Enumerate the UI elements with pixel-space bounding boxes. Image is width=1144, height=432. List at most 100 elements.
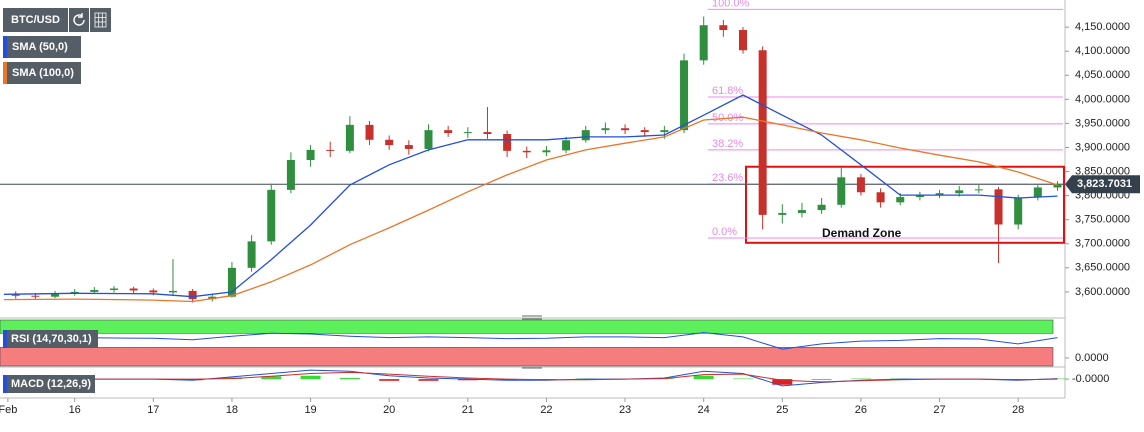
candle-body — [876, 192, 885, 203]
divider-handle[interactable] — [522, 315, 542, 320]
candle-body — [935, 193, 944, 196]
candle-body — [306, 149, 315, 160]
macd-bar — [339, 378, 360, 380]
y-tick-label: 4,050.0000 — [1075, 69, 1130, 81]
candle-body — [444, 130, 453, 134]
candle-body — [955, 190, 964, 194]
grid-icon — [94, 12, 107, 28]
sma-line — [3, 94, 1058, 298]
candle-body — [90, 289, 99, 292]
indicator-box[interactable] — [3, 330, 98, 348]
candle-body — [11, 294, 20, 296]
candle-body — [345, 124, 354, 151]
sma-line — [3, 116, 1058, 303]
macd-bar — [261, 376, 282, 380]
legend-swatch — [3, 62, 7, 84]
zone-label: Demand Zone — [822, 226, 902, 240]
candle-body — [503, 134, 512, 151]
x-tick-label: 18 — [226, 404, 238, 416]
candle-body — [562, 140, 571, 151]
macd-bar — [850, 378, 871, 380]
x-tick-label: 17 — [147, 404, 159, 416]
rsi-line — [3, 332, 1058, 350]
rsi-band — [0, 319, 1054, 334]
fib-label: 38.2% — [712, 138, 743, 150]
candle-body — [837, 177, 846, 205]
y-tick-label: 3,850.0000 — [1075, 165, 1130, 177]
candle-body — [758, 50, 767, 215]
x-tick-label: 20 — [383, 404, 395, 416]
indicator-swatch — [3, 330, 7, 348]
candle-body — [797, 210, 806, 213]
y-tick-label: 3,750.0000 — [1075, 214, 1130, 226]
macd-bar — [379, 379, 400, 381]
x-tick-label: Feb — [0, 404, 17, 416]
grid-button[interactable] — [90, 8, 111, 32]
macd-bar — [811, 379, 832, 380]
indicator-label: MACD (12,26,9) — [11, 378, 91, 390]
legend-label: SMA (100,0) — [12, 67, 74, 79]
candle-body — [738, 30, 747, 51]
candle-body — [208, 296, 217, 300]
macd-bar — [497, 379, 518, 381]
macd-bar — [772, 379, 793, 385]
last-price-label: 3,823.7031 — [1077, 178, 1132, 190]
x-tick-label: 16 — [69, 404, 81, 416]
candle-body — [699, 25, 708, 61]
candle-body — [404, 145, 413, 149]
last-price-box — [1065, 175, 1140, 194]
y-tick-label: 4,100.0000 — [1075, 45, 1130, 57]
symbol-box[interactable] — [3, 8, 68, 32]
legend-box[interactable] — [3, 36, 81, 58]
indicator-box[interactable] — [3, 375, 95, 393]
candle-body — [601, 128, 610, 131]
candle-body — [110, 288, 119, 290]
y-tick-label: 3,900.0000 — [1075, 141, 1130, 153]
candle-body — [168, 290, 177, 293]
y-tick-label: 3,700.0000 — [1075, 238, 1130, 250]
candle-body — [1014, 197, 1023, 225]
y-tick-label: 4,150.0000 — [1075, 21, 1130, 33]
y-tick-label: 3,600.0000 — [1075, 286, 1130, 298]
rsi-band — [0, 347, 1054, 367]
candle-body — [915, 195, 924, 198]
indicator-swatch — [3, 375, 7, 393]
candle-body — [483, 132, 492, 135]
signal-line — [3, 371, 1058, 383]
x-tick-label: 27 — [933, 404, 945, 416]
candle-body — [188, 290, 197, 300]
candle-body — [974, 189, 983, 191]
candle-body — [660, 130, 669, 133]
macd-bar — [693, 375, 714, 380]
x-tick-label: 28 — [1012, 404, 1024, 416]
x-tick-label: 24 — [698, 404, 710, 416]
fib-label: 0.0% — [712, 226, 737, 238]
demand-zone — [745, 165, 1065, 244]
candle-body — [365, 124, 374, 140]
x-tick-label: 19 — [304, 404, 316, 416]
legend-label: SMA (50,0) — [12, 41, 68, 53]
x-tick-label: 23 — [619, 404, 631, 416]
candle-body — [1033, 187, 1042, 198]
blank-patch — [10, 265, 130, 290]
candle-body — [856, 177, 865, 193]
candle-body — [680, 60, 689, 131]
x-tick-label: 26 — [855, 404, 867, 416]
y-tick-label: 4,000.0000 — [1075, 93, 1130, 105]
y-tick-label: -0.0000 — [1072, 373, 1109, 385]
candle-body — [896, 197, 905, 203]
refresh-button[interactable] — [69, 8, 89, 32]
candle-body — [1053, 184, 1062, 188]
macd-bar — [300, 375, 321, 380]
x-tick-label: 25 — [776, 404, 788, 416]
candle-body — [522, 150, 531, 153]
macd-bar — [182, 379, 203, 381]
legend-swatch — [3, 36, 7, 58]
x-tick-label: 22 — [540, 404, 552, 416]
legend-box[interactable] — [3, 62, 81, 84]
macd-bar — [732, 378, 753, 380]
candle-body — [817, 204, 826, 211]
macd-bar — [418, 379, 439, 381]
candle-body — [70, 291, 79, 294]
